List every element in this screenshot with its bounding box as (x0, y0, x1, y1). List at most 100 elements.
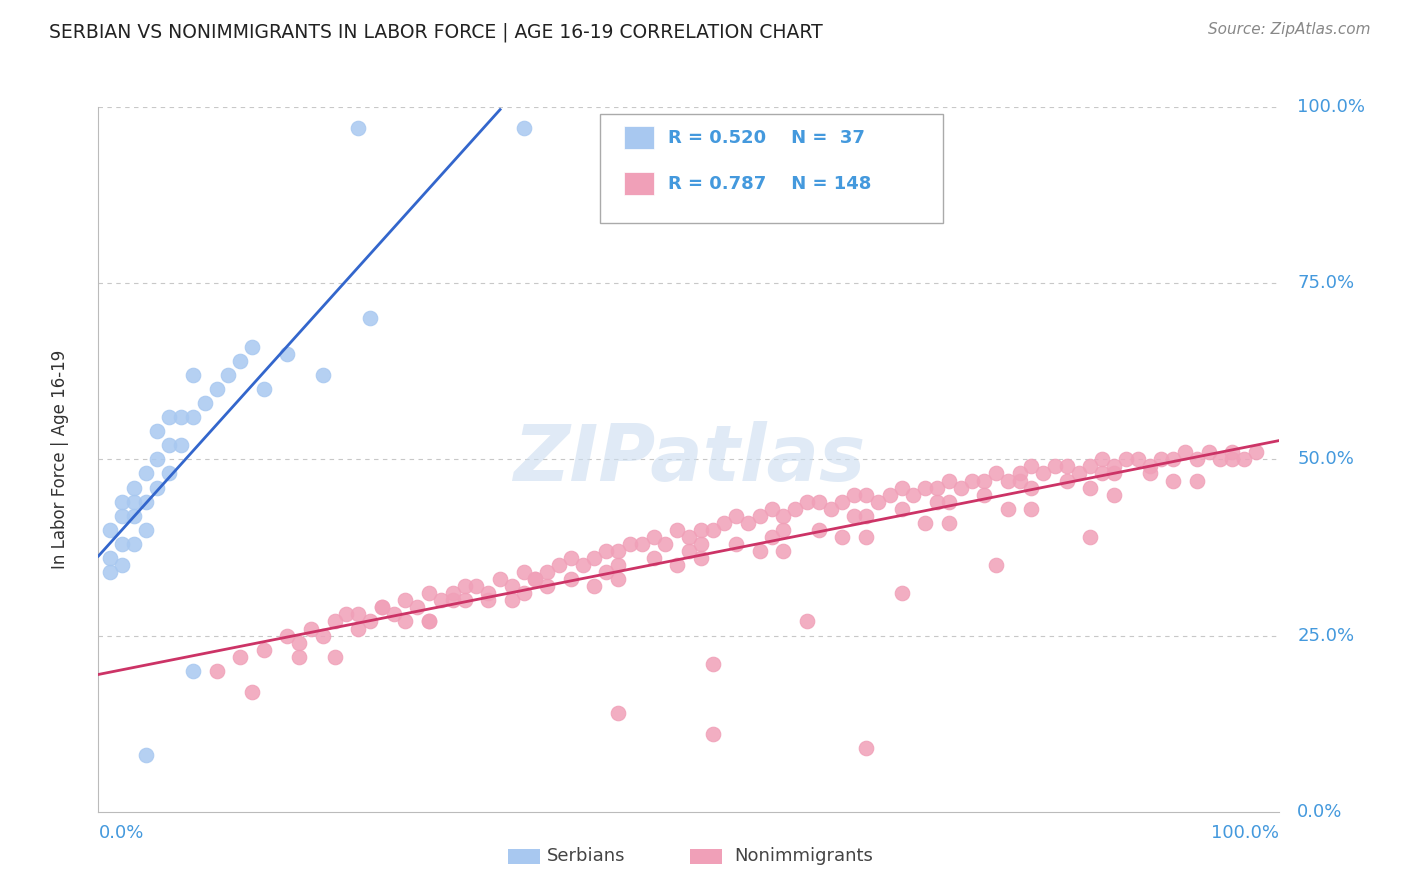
Point (689, 551, 711, 566)
Point (973, 487, 995, 501)
Point (1174, 445, 1197, 459)
Point (276, 628, 298, 642)
Point (536, 565, 558, 579)
Point (1008, 474, 1031, 488)
Point (713, 516, 735, 530)
Point (890, 481, 912, 495)
Point (1139, 459, 1161, 474)
Point (737, 516, 759, 530)
Point (122, 494, 145, 508)
Point (595, 544, 617, 558)
Point (725, 537, 748, 551)
Point (240, 340, 263, 354)
Point (253, 382, 276, 396)
Point (98, 565, 121, 579)
Point (323, 615, 346, 629)
Point (1126, 452, 1149, 467)
Point (772, 508, 794, 523)
Point (1220, 445, 1243, 459)
Point (394, 593, 416, 607)
Point (595, 565, 617, 579)
Point (1233, 452, 1256, 467)
Point (465, 579, 488, 593)
Point (253, 642, 276, 657)
Point (630, 537, 652, 551)
Point (1102, 459, 1125, 474)
Point (441, 593, 464, 607)
Point (1102, 467, 1125, 481)
Point (98, 523, 121, 537)
Point (725, 508, 748, 523)
Point (607, 572, 630, 586)
Point (1080, 530, 1102, 544)
Point (111, 494, 134, 508)
Point (879, 487, 901, 501)
Point (312, 368, 335, 382)
Point (866, 494, 889, 508)
Point (796, 615, 818, 629)
Point (430, 593, 453, 607)
Point (146, 452, 169, 467)
Text: 75.0%: 75.0% (1298, 274, 1354, 293)
Point (418, 615, 440, 629)
Point (1021, 481, 1043, 495)
Point (1185, 474, 1208, 488)
Point (583, 579, 606, 593)
Point (418, 586, 440, 600)
Point (371, 600, 394, 615)
Point (689, 523, 711, 537)
Point (170, 438, 193, 452)
Point (229, 353, 252, 368)
Point (560, 572, 582, 586)
Point (666, 523, 689, 537)
Point (489, 572, 512, 586)
Point (512, 565, 534, 579)
Point (761, 530, 783, 544)
Point (949, 481, 972, 495)
Text: In Labor Force | Age 16-19: In Labor Force | Age 16-19 (51, 350, 69, 569)
Text: R = 0.787    N = 148: R = 0.787 N = 148 (668, 175, 872, 193)
Point (122, 481, 145, 495)
Text: Serbians: Serbians (547, 847, 626, 865)
Point (181, 664, 204, 678)
Point (205, 664, 228, 678)
Point (98, 551, 121, 566)
Point (1021, 501, 1043, 516)
Point (807, 523, 830, 537)
Point (890, 586, 912, 600)
Point (288, 649, 311, 664)
Point (938, 474, 960, 488)
Point (181, 410, 204, 425)
Point (359, 311, 381, 326)
Point (997, 474, 1019, 488)
Point (925, 481, 948, 495)
Point (335, 607, 357, 622)
Point (807, 494, 830, 508)
Point (1185, 452, 1208, 467)
Point (785, 501, 807, 516)
Point (748, 508, 770, 523)
Point (1150, 452, 1173, 467)
Point (997, 501, 1019, 516)
Point (441, 586, 464, 600)
Point (1115, 452, 1137, 467)
Point (702, 523, 724, 537)
Point (418, 615, 440, 629)
Point (1209, 452, 1232, 467)
Point (122, 537, 145, 551)
Point (607, 544, 630, 558)
Point (1198, 445, 1220, 459)
Point (855, 487, 877, 501)
Point (276, 346, 298, 360)
Point (678, 544, 700, 558)
Point (288, 635, 311, 649)
Point (157, 467, 180, 481)
Point (831, 530, 853, 544)
Point (962, 474, 984, 488)
Point (914, 516, 936, 530)
Text: Source: ZipAtlas.com: Source: ZipAtlas.com (1208, 22, 1371, 37)
Point (146, 481, 169, 495)
Point (536, 579, 558, 593)
Point (347, 622, 370, 636)
Point (844, 508, 866, 523)
